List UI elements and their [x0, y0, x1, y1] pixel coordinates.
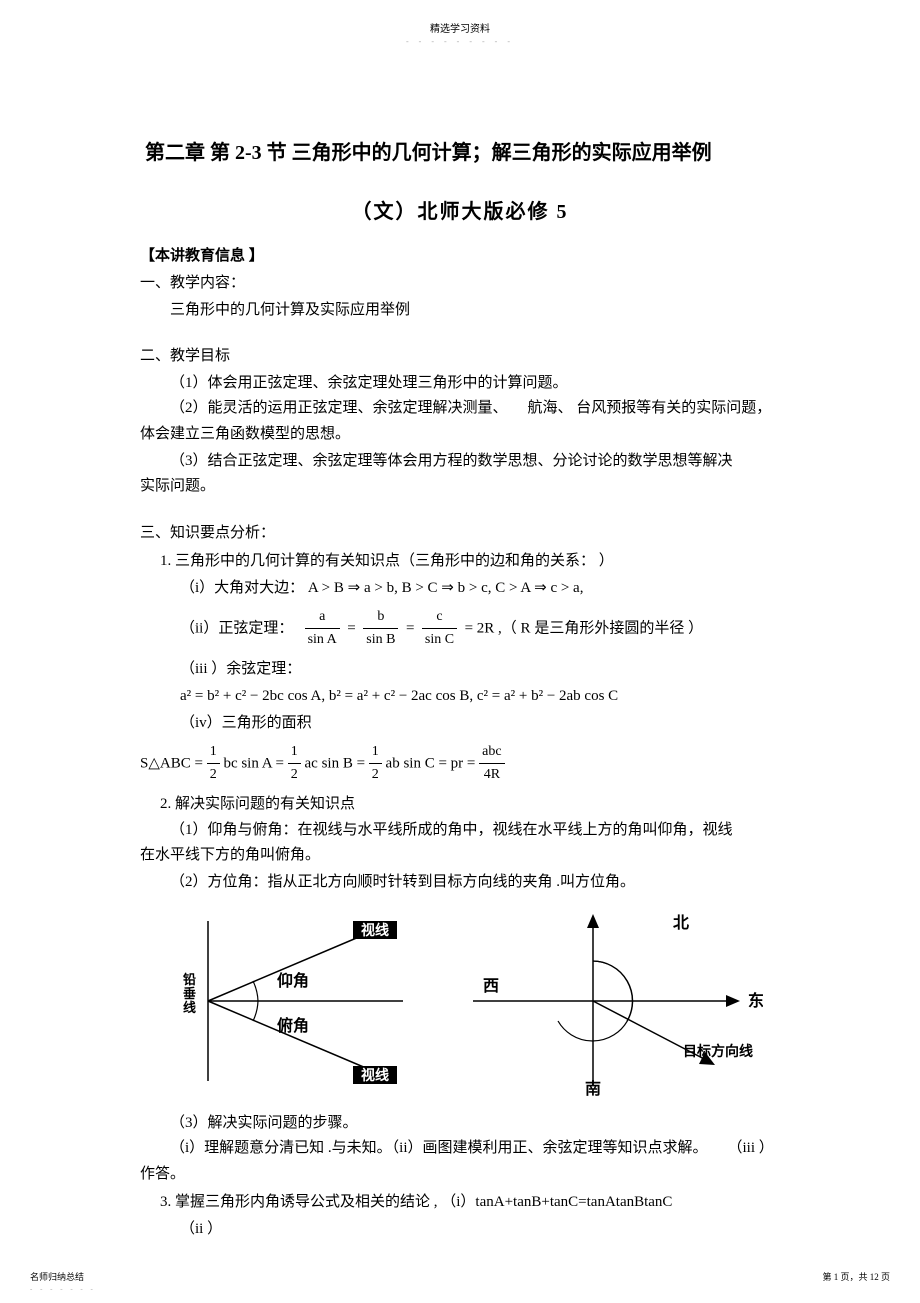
- point2-title: 2. 解决实际问题的有关知识点: [160, 791, 780, 818]
- num-1b: 1: [288, 741, 301, 764]
- point1-iii: （iii ）余弦定理：: [180, 656, 780, 683]
- point2-3ib: （iii ）: [728, 1136, 774, 1162]
- svg-text:目标方向线: 目标方向线: [683, 1043, 753, 1059]
- point1-i: （i）大角对大边： A > B ⇒ a > b, B > C ⇒ b > c, …: [180, 575, 780, 602]
- frac-half-3: 1 2: [369, 741, 382, 787]
- goal3a: （3）结合正弦定理、余弦定理等体会用方程的数学思想、分论讨论的数学思想等解决: [170, 449, 780, 475]
- diagram-row: 视线 仰角 俯角 视线 铅 垂 线 北 南 东 西 目标方向线: [140, 906, 780, 1096]
- point2-1a: （1）仰角与俯角：在视线与水平线所成的角中，视线在水平线上方的角叫仰角，视线: [170, 818, 780, 844]
- num-abc: abc: [479, 741, 504, 764]
- area-prefix: S△ABC =: [140, 755, 203, 771]
- point1-title: 1. 三角形中的几何计算的有关知识点（三角形中的边和角的关系： ）: [160, 548, 780, 575]
- point1-iii-formula: a² = b² + c² − 2bc cos A, b² = a² + c² −…: [180, 683, 780, 710]
- frac-b-sinB: b sin B: [363, 606, 398, 652]
- num-a: a: [305, 606, 340, 629]
- goal2b: 航海、 台风预报等有关的实际问题，: [528, 396, 772, 422]
- goal2a: （2）能灵活的运用正弦定理、余弦定理解决测量、: [170, 396, 508, 422]
- point3-title: 3. 掌握三角形内角诱导公式及相关的结论 , （i）tanA+tanB+tanC…: [160, 1189, 780, 1216]
- svg-text:南: 南: [584, 1079, 600, 1096]
- frac-c-sinC: c sin C: [422, 606, 457, 652]
- num-1c: 1: [369, 741, 382, 764]
- area-formula: S△ABC = 1 2 bc sin A = 1 2 ac sin B = 1 …: [140, 741, 780, 787]
- footer-right: 第 1 页，共 12 页: [822, 1270, 890, 1283]
- num-c: c: [422, 606, 457, 629]
- main-title: 第二章 第 2-3 节 三角形中的几何计算；解三角形的实际应用举例: [145, 136, 780, 165]
- den-sinA: sin A: [305, 629, 340, 651]
- den-2c: 2: [369, 764, 382, 786]
- svg-text:北: 北: [673, 914, 689, 932]
- point2-3: （3）解决实际问题的步骤。: [170, 1111, 780, 1137]
- sub2-title: 二、教学目标: [140, 344, 780, 365]
- section-heading: 【本讲教育信息 】: [140, 244, 780, 265]
- svg-text:视线: 视线: [361, 922, 389, 938]
- svg-text:西: 西: [483, 977, 499, 995]
- num-b: b: [363, 606, 398, 629]
- den-sinB: sin B: [363, 629, 398, 651]
- point2-1b: 在水平线下方的角叫俯角。: [140, 843, 780, 864]
- sub1-text: 三角形中的几何计算及实际应用举例: [170, 298, 780, 324]
- goal3b: 实际问题。: [140, 474, 780, 495]
- svg-text:仰角: 仰角: [276, 971, 308, 990]
- num-1a: 1: [207, 741, 220, 764]
- point2-3ia: （i）理解题意分清已知 .与未知。（ii）画图建模利用正、余弦定理等知识点求解。: [170, 1136, 708, 1162]
- svg-text:视线: 视线: [361, 1067, 389, 1083]
- point1-ii-label: （ii）正弦定理：: [180, 620, 293, 636]
- point1-iv: （iv）三角形的面积: [180, 710, 780, 737]
- footer-dots: - - - - - - -: [30, 1285, 96, 1293]
- svg-text:铅: 铅: [183, 972, 196, 987]
- azimuth-diagram: 北 南 东 西 目标方向线: [453, 906, 763, 1096]
- top-dots: - - - - - - - - -: [140, 37, 780, 46]
- den-sinC: sin C: [422, 629, 457, 651]
- den-2b: 2: [288, 764, 301, 786]
- area-mid1: bc sin A =: [223, 755, 284, 771]
- area-mid2: ac sin B =: [305, 755, 366, 771]
- goal2c: 体会建立三角函数模型的思想。: [140, 422, 780, 443]
- den-2a: 2: [207, 764, 220, 786]
- point3-ii: （ii ）: [180, 1216, 780, 1243]
- footer-left: 名师归纳总结: [30, 1270, 84, 1283]
- svg-text:东: 东: [748, 991, 763, 1010]
- elevation-angle-diagram: 视线 仰角 俯角 视线 铅 垂 线: [158, 906, 418, 1096]
- frac-a-sinA: a sin A: [305, 606, 340, 652]
- frac-abc-4R: abc 4R: [479, 741, 504, 787]
- top-label: 精选学习资料: [140, 20, 780, 35]
- sub-title: （文）北师大版必修 5: [140, 195, 780, 224]
- svg-text:垂: 垂: [183, 986, 196, 1001]
- area-mid3: ab sin C = pr =: [386, 755, 476, 771]
- svg-text:线: 线: [183, 1000, 196, 1015]
- frac-half-2: 1 2: [288, 741, 301, 787]
- sub1-title: 一、教学内容：: [140, 271, 780, 292]
- svg-text:俯角: 俯角: [276, 1016, 308, 1035]
- frac-half-1: 1 2: [207, 741, 220, 787]
- point2-3ic: 作答。: [140, 1162, 780, 1183]
- goal1: （1）体会用正弦定理、余弦定理处理三角形中的计算问题。: [170, 371, 780, 397]
- point1-ii: （ii）正弦定理： a sin A = b sin B = c sin C = …: [180, 606, 780, 652]
- point2-2: （2）方位角：指从正北方向顺时针转到目标方向线的夹角 .叫方位角。: [170, 870, 780, 896]
- den-4R: 4R: [479, 764, 504, 786]
- point1-ii-tail: = 2R ,（ R 是三角形外接圆的半径 ）: [465, 620, 703, 636]
- sub3-title: 三、知识要点分析：: [140, 521, 780, 542]
